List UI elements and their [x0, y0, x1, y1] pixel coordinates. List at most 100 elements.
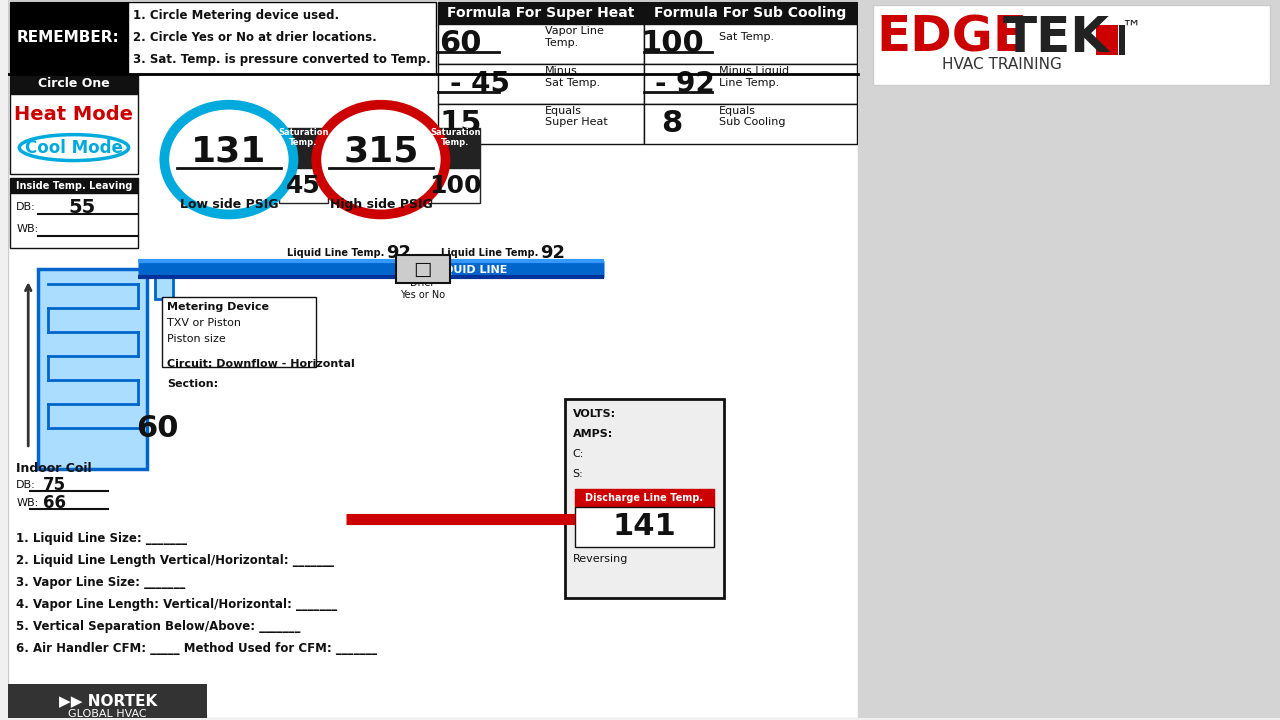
Text: 5. Vertical Separation Below/Above: _______: 5. Vertical Separation Below/Above: ____…	[17, 620, 301, 633]
Text: 315: 315	[343, 135, 419, 168]
Text: C:: C:	[572, 449, 584, 459]
FancyBboxPatch shape	[38, 269, 147, 469]
Text: 141: 141	[612, 512, 676, 541]
FancyBboxPatch shape	[9, 684, 207, 718]
Text: Circuit: Downflow - Horizontal: Circuit: Downflow - Horizontal	[168, 359, 355, 369]
FancyBboxPatch shape	[10, 194, 137, 248]
FancyBboxPatch shape	[9, 0, 858, 718]
Text: 55: 55	[68, 198, 95, 217]
Text: Equals
Sub Cooling: Equals Sub Cooling	[718, 106, 785, 127]
Text: WB:: WB:	[17, 498, 38, 508]
FancyBboxPatch shape	[430, 127, 480, 168]
Text: 3. Sat. Temp. is pressure converted to Temp.: 3. Sat. Temp. is pressure converted to T…	[133, 53, 430, 66]
FancyBboxPatch shape	[10, 74, 137, 94]
Text: TXV or Piston: TXV or Piston	[168, 318, 242, 328]
FancyBboxPatch shape	[438, 24, 644, 64]
Text: Low side PSIG: Low side PSIG	[179, 198, 278, 211]
Text: 3. Vapor Line Size: _______: 3. Vapor Line Size: _______	[17, 576, 186, 589]
Text: Formula For Sub Cooling: Formula For Sub Cooling	[654, 6, 846, 20]
Text: Cool Mode: Cool Mode	[26, 139, 123, 157]
Text: WB:: WB:	[17, 225, 38, 235]
Text: - 92: - 92	[655, 70, 714, 98]
Text: Sat Temp.: Sat Temp.	[718, 32, 774, 42]
Text: Piston size: Piston size	[168, 334, 227, 344]
Text: REMEMBER:: REMEMBER:	[17, 30, 119, 45]
Text: Reversing: Reversing	[572, 554, 628, 564]
Text: 92: 92	[540, 244, 564, 262]
FancyBboxPatch shape	[279, 168, 328, 204]
Text: Minus
Sat Temp.: Minus Sat Temp.	[545, 66, 600, 88]
FancyBboxPatch shape	[356, 261, 585, 277]
Text: 2. Liquid Line Length Vertical/Horizontal: _______: 2. Liquid Line Length Vertical/Horizonta…	[17, 554, 334, 567]
FancyBboxPatch shape	[644, 2, 856, 24]
Text: AMPS:: AMPS:	[572, 429, 613, 439]
Text: Liquid Line Temp.: Liquid Line Temp.	[440, 248, 538, 258]
FancyBboxPatch shape	[644, 24, 856, 64]
Text: Equals
Super Heat: Equals Super Heat	[545, 106, 608, 127]
Text: EDGE: EDGE	[877, 14, 1028, 62]
Text: 60: 60	[439, 30, 481, 58]
Text: 100: 100	[429, 174, 481, 197]
Text: 4. Vapor Line Length: Vertical/Horizontal: _______: 4. Vapor Line Length: Vertical/Horizonta…	[17, 598, 338, 611]
Text: 66: 66	[44, 494, 67, 512]
Text: 100: 100	[640, 30, 704, 58]
Text: 2. Circle Yes or No at drier locations.: 2. Circle Yes or No at drier locations.	[133, 32, 376, 45]
FancyBboxPatch shape	[575, 507, 714, 546]
Text: 8: 8	[662, 109, 682, 138]
FancyBboxPatch shape	[10, 178, 137, 194]
Text: 131: 131	[191, 135, 266, 168]
Text: ™: ™	[1121, 19, 1140, 37]
Text: Formula For Super Heat: Formula For Super Heat	[447, 6, 635, 20]
FancyBboxPatch shape	[564, 399, 723, 598]
Text: Inside Temp. Leaving: Inside Temp. Leaving	[15, 181, 132, 191]
Text: Discharge Line Temp.: Discharge Line Temp.	[585, 492, 703, 503]
Ellipse shape	[164, 104, 293, 215]
FancyBboxPatch shape	[1096, 25, 1117, 55]
FancyBboxPatch shape	[128, 2, 435, 74]
Text: - 45: - 45	[451, 70, 511, 98]
Text: LIQUID LINE: LIQUID LINE	[433, 264, 507, 274]
FancyBboxPatch shape	[644, 64, 856, 104]
Text: Vapor Line
Temp.: Vapor Line Temp.	[545, 26, 604, 48]
Text: VOLTS:: VOLTS:	[572, 409, 616, 419]
Text: Saturation
Temp.: Saturation Temp.	[278, 128, 329, 148]
Text: S:: S:	[572, 469, 584, 479]
FancyBboxPatch shape	[163, 297, 316, 367]
Text: 45: 45	[285, 174, 321, 197]
Text: 1. Liquid Line Size: _______: 1. Liquid Line Size: _______	[17, 532, 187, 545]
Text: ▶▶ NORTEK: ▶▶ NORTEK	[59, 693, 157, 708]
FancyBboxPatch shape	[438, 104, 644, 143]
FancyBboxPatch shape	[279, 127, 328, 168]
Ellipse shape	[316, 104, 445, 215]
Text: Metering Device: Metering Device	[168, 302, 269, 312]
Text: Minus Liquid
Line Temp.: Minus Liquid Line Temp.	[718, 66, 788, 88]
Text: Saturation
Temp.: Saturation Temp.	[430, 128, 481, 148]
Text: Drier
Yes or No: Drier Yes or No	[401, 279, 445, 300]
Text: □: □	[413, 260, 431, 279]
Text: Liquid Line Temp.: Liquid Line Temp.	[287, 248, 384, 258]
Text: 60: 60	[136, 414, 179, 444]
FancyBboxPatch shape	[430, 168, 480, 204]
FancyBboxPatch shape	[858, 0, 1280, 718]
Text: Heat Mode: Heat Mode	[14, 105, 133, 124]
Text: 6. Air Handler CFM: _____ Method Used for CFM: _______: 6. Air Handler CFM: _____ Method Used fo…	[17, 642, 378, 654]
Text: 1. Circle Metering device used.: 1. Circle Metering device used.	[133, 9, 339, 22]
Text: Section:: Section:	[168, 379, 219, 389]
Text: GLOBAL HVAC: GLOBAL HVAC	[68, 709, 147, 719]
Text: 15: 15	[439, 109, 481, 138]
FancyBboxPatch shape	[155, 269, 173, 300]
Text: High side PSIG: High side PSIG	[329, 198, 433, 211]
Text: 92: 92	[385, 244, 411, 262]
Text: Indoor Coil: Indoor Coil	[17, 462, 92, 475]
FancyBboxPatch shape	[396, 256, 451, 283]
FancyBboxPatch shape	[438, 2, 644, 24]
FancyBboxPatch shape	[873, 5, 1270, 85]
Text: DB:: DB:	[17, 480, 36, 490]
FancyBboxPatch shape	[1119, 25, 1125, 55]
FancyBboxPatch shape	[575, 489, 714, 507]
Text: TEK: TEK	[1004, 14, 1110, 62]
Text: DB:: DB:	[17, 202, 36, 212]
FancyBboxPatch shape	[644, 104, 856, 143]
Text: HVAC TRAINING: HVAC TRAINING	[942, 58, 1062, 72]
FancyBboxPatch shape	[10, 2, 128, 74]
